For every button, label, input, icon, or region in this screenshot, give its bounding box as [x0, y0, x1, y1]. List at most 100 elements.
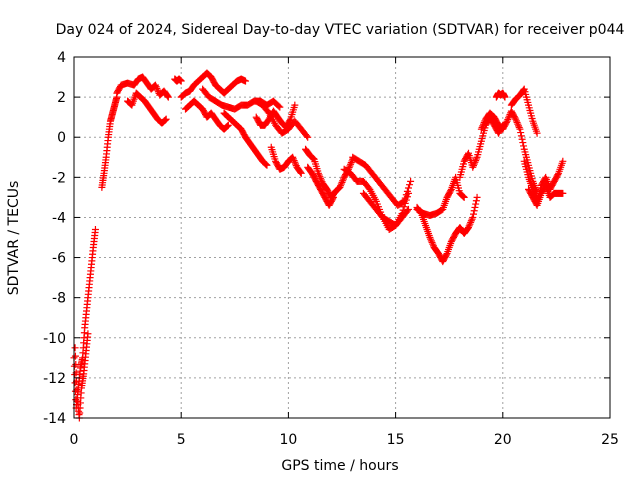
series-arc-15 [304, 163, 337, 209]
data-point [513, 119, 521, 127]
x-tick-label: 0 [70, 432, 79, 448]
data-point [403, 207, 411, 215]
data-point [404, 205, 412, 213]
data-point [242, 77, 250, 85]
data-point [339, 175, 347, 183]
data-point [469, 213, 477, 221]
y-tick-labels: -14 -12 -10 -8 -6 -4 -2 0 2 4 [43, 50, 66, 427]
data-point [297, 168, 305, 176]
series-arc-02 [71, 330, 92, 422]
data-point [472, 200, 480, 208]
data-point [559, 157, 567, 165]
series-arc-12 [252, 97, 312, 141]
series-arc-18 [359, 189, 412, 229]
data-point [478, 124, 486, 132]
series-arc-08 [181, 97, 232, 133]
data-point [161, 116, 169, 124]
y-tick-label: -10 [43, 331, 66, 347]
y-tick-label: -8 [52, 291, 66, 307]
data-point [429, 240, 437, 248]
data-point [71, 344, 79, 352]
y-tick-label: 0 [57, 130, 66, 146]
data-point [262, 160, 270, 168]
data-point [502, 119, 510, 127]
data-point [471, 158, 479, 166]
data-point [472, 197, 480, 205]
data-point [517, 129, 525, 137]
data-point [559, 189, 567, 197]
data-point [467, 217, 475, 225]
data-point [224, 122, 232, 130]
data-point [161, 117, 169, 125]
data-point [73, 386, 81, 394]
data-point [459, 193, 467, 201]
data-point [164, 92, 172, 100]
data-point [154, 86, 162, 94]
axis-ticks [73, 56, 611, 419]
data-point [466, 220, 474, 228]
data-point [460, 193, 468, 201]
series-arc-23 [492, 89, 509, 101]
y-tick-label: -4 [52, 210, 66, 226]
data-point [164, 93, 172, 101]
data-point [291, 158, 299, 166]
data-point [289, 153, 297, 161]
data-point [427, 237, 435, 245]
series-arc-11 [252, 101, 299, 131]
x-tick-label: 25 [601, 432, 619, 448]
data-point [519, 139, 527, 147]
data-point [469, 210, 477, 218]
data-point [442, 251, 450, 259]
data-point [290, 157, 298, 165]
data-point [480, 119, 488, 127]
data-point [339, 177, 347, 185]
y-tick-label: -14 [43, 411, 66, 427]
data-point [459, 192, 467, 200]
data-point [329, 193, 337, 201]
y-tick-label: 4 [57, 50, 66, 66]
x-tick-label: 20 [494, 432, 512, 448]
data-point [473, 193, 481, 201]
data-point [291, 101, 299, 109]
y-tick-label: -2 [52, 170, 66, 186]
data-point [512, 115, 520, 123]
data-point [71, 352, 79, 360]
series-arc-03 [98, 93, 121, 191]
data-point [469, 162, 477, 170]
series-arc-21 [456, 113, 507, 181]
data-point [303, 132, 311, 140]
data-point [469, 163, 477, 171]
data-point [520, 86, 528, 94]
data-point [262, 161, 270, 169]
data-point [346, 162, 354, 170]
data-point [224, 121, 232, 129]
x-axis-label: GPS time / hours [281, 458, 398, 474]
data-point [501, 93, 509, 101]
data-point [162, 115, 170, 123]
data-point [517, 132, 525, 140]
data-point [297, 169, 305, 177]
data-point [151, 81, 159, 89]
data-point [472, 157, 480, 165]
data-point [515, 122, 523, 130]
data-point [400, 197, 408, 205]
data-point [533, 129, 541, 137]
data-point [503, 117, 511, 125]
data-point [347, 159, 355, 167]
data-point [84, 330, 92, 338]
data-point [464, 223, 472, 231]
series-arc-09 [199, 85, 284, 113]
chart-title: Day 024 of 2024, Sidereal Day-to-day VTE… [56, 22, 625, 38]
data-point [275, 102, 283, 110]
data-point [347, 160, 355, 168]
data-point [407, 177, 415, 185]
data-point [512, 117, 520, 125]
data-point [309, 155, 317, 163]
plot-frame [73, 56, 611, 419]
series-arc-24 [507, 85, 541, 137]
series-arc-10 [220, 109, 271, 169]
data-point [447, 187, 455, 195]
data-point [316, 173, 324, 181]
data-point [516, 125, 524, 133]
x-tick-label: 5 [177, 432, 186, 448]
